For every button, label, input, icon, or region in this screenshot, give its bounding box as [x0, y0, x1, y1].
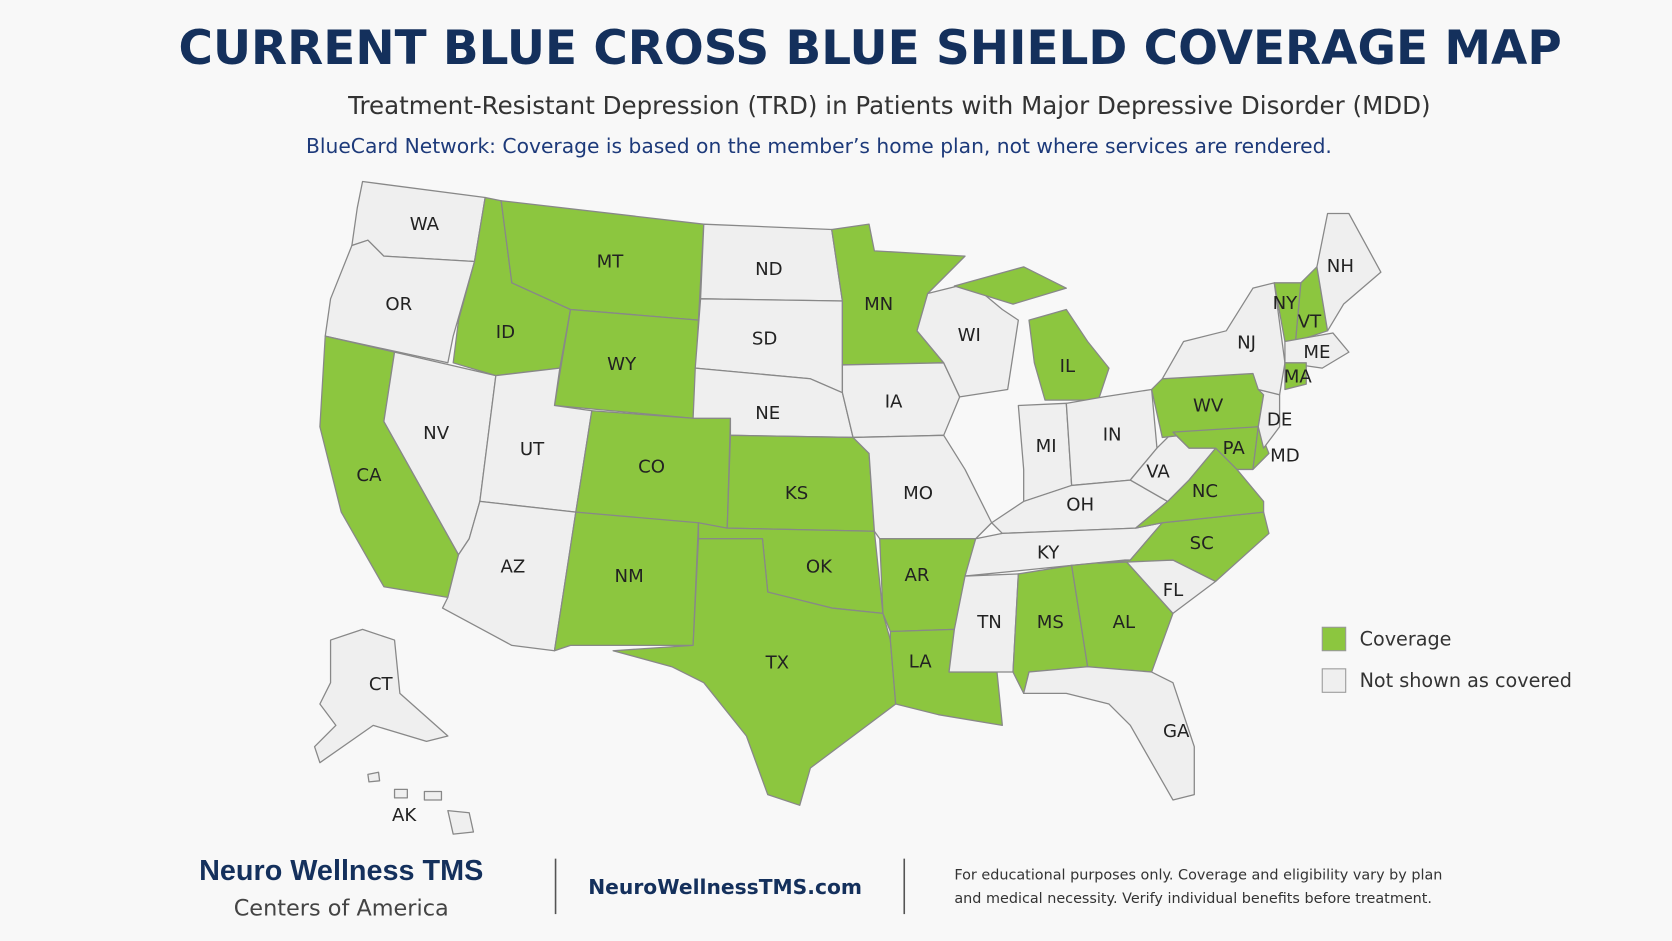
- state-label: IL: [1060, 356, 1075, 377]
- state-label: KY: [1037, 543, 1060, 564]
- state: [612, 538, 897, 806]
- state: [447, 810, 475, 835]
- state-label: SD: [752, 328, 777, 349]
- state-label: TN: [976, 612, 1002, 633]
- state-label: WA: [410, 214, 440, 235]
- state-label: OH: [1066, 495, 1094, 516]
- state-label: TX: [765, 653, 789, 674]
- state-label: NC: [1192, 481, 1218, 502]
- legend-label: Not shown as covered: [1360, 669, 1572, 692]
- state-label: VA: [1146, 462, 1170, 483]
- state: [1284, 362, 1307, 391]
- state-label: GA: [1163, 721, 1190, 742]
- state-label: MD: [1270, 446, 1300, 467]
- state-label: AR: [905, 565, 930, 586]
- state-label: WI: [958, 325, 981, 346]
- state-label: MA: [1284, 367, 1313, 388]
- state: [953, 266, 1067, 305]
- state-label: ME: [1303, 342, 1330, 363]
- state-label: WY: [607, 354, 637, 375]
- note: BlueCard Network: Coverage is based on t…: [306, 134, 1332, 158]
- state-label: CA: [356, 465, 382, 486]
- state-label: UT: [520, 439, 545, 460]
- state-label: IA: [885, 391, 903, 412]
- state-label: OR: [385, 294, 412, 315]
- subtitle: Treatment-Resistant Depression (TRD) in …: [347, 91, 1430, 120]
- state-label: NV: [423, 423, 450, 444]
- legend-swatch: [1321, 668, 1347, 693]
- state: [1097, 511, 1270, 583]
- state-label: KS: [785, 483, 808, 504]
- brand: Neuro Wellness TMS: [199, 855, 483, 887]
- state-label: IN: [1103, 424, 1122, 445]
- state-labels: WA OR CA NV ID MT WY UT AZ CO NM ND SD NE KS OK TX MN IA MO…: [356, 214, 1354, 826]
- state: [1316, 212, 1382, 332]
- state-label: WV: [1193, 396, 1224, 417]
- state-label: NM: [615, 566, 644, 587]
- legend-swatch: [1321, 626, 1347, 652]
- state: [393, 788, 408, 799]
- state-label: MN: [864, 294, 893, 315]
- state: [367, 771, 381, 783]
- disclaimer: For educational purposes only. Coverage …: [954, 868, 1442, 884]
- state-label: AL: [1113, 612, 1135, 633]
- state-label: ID: [496, 322, 515, 343]
- disclaimer: and medical necessity. Verify individual…: [954, 891, 1432, 907]
- title: CURRENT BLUE CROSS BLUE SHIELD COVERAGE …: [179, 21, 1562, 76]
- states: [313, 180, 1382, 835]
- state-label: CO: [638, 456, 665, 477]
- state-label: NH: [1327, 256, 1354, 277]
- state-label: PA: [1223, 438, 1246, 459]
- state-label: VT: [1298, 311, 1322, 332]
- state-label: MS: [1037, 612, 1064, 633]
- state: [423, 790, 443, 801]
- state: [1028, 308, 1110, 401]
- brand-sub: Centers of America: [234, 895, 449, 921]
- url: NeuroWellnessTMS.com: [588, 875, 862, 899]
- state-label: AZ: [501, 557, 526, 578]
- state-label: LA: [909, 651, 933, 672]
- state: [324, 239, 476, 364]
- state-label: ND: [755, 259, 783, 280]
- state-label: NJ: [1237, 333, 1256, 354]
- state-label: SC: [1190, 533, 1214, 554]
- state-label: MI: [1036, 436, 1057, 457]
- state-label: MT: [597, 252, 625, 273]
- state-label: FL: [1163, 580, 1184, 601]
- state-label: AK: [392, 805, 417, 826]
- state: [1023, 666, 1195, 801]
- state-label: NE: [755, 403, 780, 424]
- state: [1161, 282, 1286, 396]
- state-label: OK: [806, 557, 833, 578]
- state: [553, 511, 700, 652]
- state: [313, 628, 449, 764]
- state-label: CT: [369, 674, 394, 695]
- state-label: DE: [1267, 409, 1292, 430]
- legend-label: Coverage: [1360, 628, 1452, 651]
- state-label: NY: [1273, 293, 1299, 314]
- legend: Coverage Not shown as covered: [1321, 626, 1572, 693]
- state: [1284, 332, 1350, 369]
- state-label: MO: [903, 483, 933, 504]
